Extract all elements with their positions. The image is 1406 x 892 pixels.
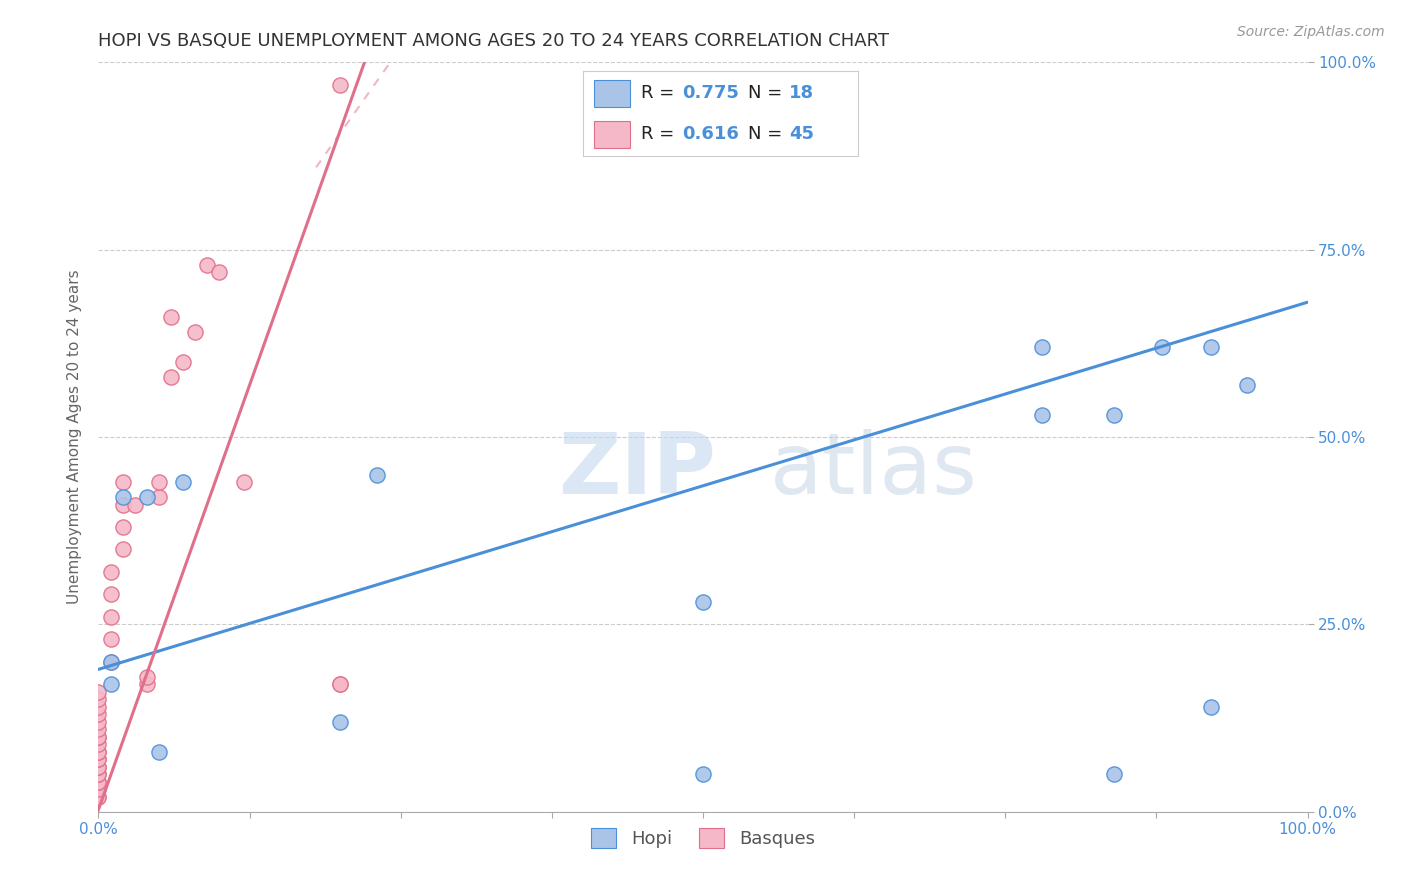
Text: R =: R = — [641, 85, 681, 103]
Text: ZIP: ZIP — [558, 429, 716, 512]
Point — [184, 325, 207, 339]
Point — [87, 745, 110, 759]
Point — [100, 655, 122, 669]
Point — [1102, 408, 1125, 422]
Point — [111, 475, 134, 489]
Text: 45: 45 — [789, 125, 814, 143]
Point — [329, 78, 352, 92]
Point — [87, 760, 110, 774]
Point — [329, 677, 352, 691]
Point — [87, 774, 110, 789]
Text: Source: ZipAtlas.com: Source: ZipAtlas.com — [1237, 25, 1385, 39]
Point — [87, 699, 110, 714]
Point — [692, 767, 714, 781]
Point — [111, 498, 134, 512]
Text: N =: N = — [748, 125, 787, 143]
Point — [135, 490, 157, 504]
Point — [124, 498, 146, 512]
Point — [100, 677, 122, 691]
Point — [87, 707, 110, 722]
Point — [87, 737, 110, 751]
Point — [692, 595, 714, 609]
FancyBboxPatch shape — [595, 80, 630, 107]
Point — [111, 490, 134, 504]
Point — [160, 310, 183, 325]
Point — [148, 475, 170, 489]
Point — [87, 752, 110, 766]
Point — [195, 258, 218, 272]
Point — [100, 655, 122, 669]
Point — [87, 730, 110, 744]
Point — [87, 767, 110, 781]
Legend: Hopi, Basques: Hopi, Basques — [581, 817, 825, 859]
Text: 0.616: 0.616 — [682, 125, 740, 143]
Point — [135, 670, 157, 684]
Point — [172, 475, 194, 489]
Point — [87, 730, 110, 744]
Point — [87, 752, 110, 766]
Point — [1152, 340, 1174, 354]
Point — [329, 677, 352, 691]
Point — [87, 789, 110, 804]
Point — [87, 789, 110, 804]
Point — [100, 610, 122, 624]
Point — [135, 677, 157, 691]
Point — [329, 714, 352, 729]
Point — [87, 723, 110, 737]
Point — [87, 714, 110, 729]
Point — [1199, 699, 1222, 714]
Text: 0.775: 0.775 — [682, 85, 740, 103]
Point — [87, 745, 110, 759]
Point — [111, 542, 134, 557]
Point — [172, 355, 194, 369]
Point — [87, 685, 110, 699]
Point — [1199, 340, 1222, 354]
Point — [160, 370, 183, 384]
Text: 18: 18 — [789, 85, 814, 103]
Point — [366, 467, 388, 482]
Text: HOPI VS BASQUE UNEMPLOYMENT AMONG AGES 20 TO 24 YEARS CORRELATION CHART: HOPI VS BASQUE UNEMPLOYMENT AMONG AGES 2… — [98, 32, 890, 50]
Point — [148, 745, 170, 759]
Point — [208, 265, 231, 279]
Y-axis label: Unemployment Among Ages 20 to 24 years: Unemployment Among Ages 20 to 24 years — [67, 269, 83, 605]
Point — [87, 767, 110, 781]
Point — [111, 520, 134, 534]
Point — [1102, 767, 1125, 781]
Point — [148, 490, 170, 504]
Point — [87, 692, 110, 706]
Point — [100, 587, 122, 601]
Point — [100, 565, 122, 579]
Point — [100, 632, 122, 647]
Point — [87, 782, 110, 797]
Text: atlas: atlas — [769, 429, 977, 512]
Point — [87, 760, 110, 774]
Text: R =: R = — [641, 125, 681, 143]
Text: N =: N = — [748, 85, 787, 103]
Point — [232, 475, 254, 489]
Point — [1031, 340, 1053, 354]
Point — [87, 774, 110, 789]
FancyBboxPatch shape — [595, 120, 630, 147]
Point — [1031, 408, 1053, 422]
Point — [1236, 377, 1258, 392]
